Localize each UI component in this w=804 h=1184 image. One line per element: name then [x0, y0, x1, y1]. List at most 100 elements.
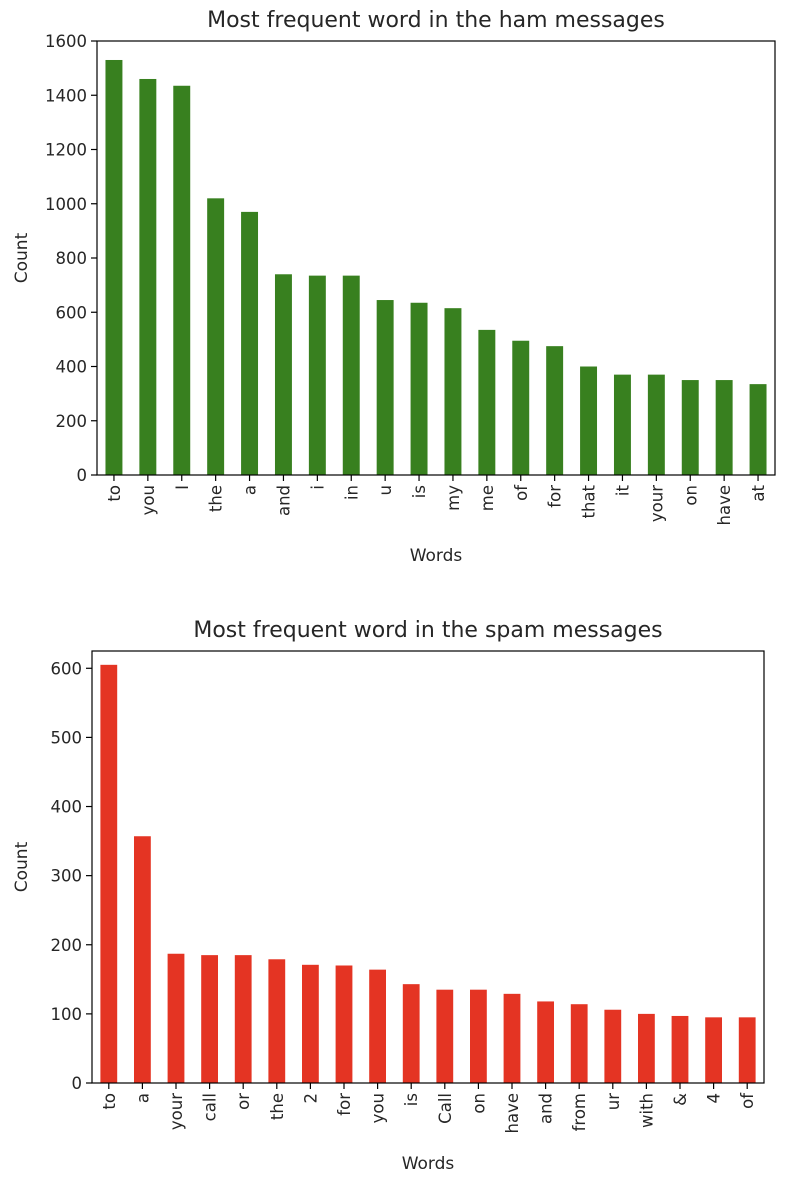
- bar-at: [749, 384, 767, 475]
- ham-chart-svg: Most frequent word in the ham messages 0 2…: [12, 8, 776, 566]
- x-tick-label: and: [274, 485, 293, 516]
- bar-for: [335, 965, 353, 1083]
- x-tick-label: you: [369, 1093, 388, 1123]
- bar-your: [167, 953, 185, 1083]
- x-tick-label: 4: [705, 1093, 724, 1104]
- x-tick-label: a: [133, 1093, 152, 1103]
- x-tick-label: my: [444, 485, 463, 511]
- x-tick-label: call: [201, 1093, 220, 1121]
- spam-chart-svg: Most frequent word in the spam messages 0…: [12, 618, 765, 1174]
- x-tick-label: to: [100, 1093, 119, 1110]
- x-tick-label: the: [268, 1093, 287, 1120]
- x-tick-label: to: [105, 485, 124, 502]
- plot-frame: [91, 650, 765, 1084]
- bar-and: [274, 274, 292, 475]
- x-tick-label: I: [173, 485, 192, 490]
- bar-Call: [436, 989, 454, 1083]
- x-tick-label: ur: [604, 1093, 623, 1110]
- bar-for: [546, 346, 564, 475]
- bar-I: [173, 85, 191, 475]
- y-tick-label: 800: [56, 249, 88, 268]
- y-tick-label: 1000: [45, 195, 87, 214]
- x-tick-label: your: [167, 1093, 186, 1130]
- y-axis-label: Count: [12, 841, 32, 892]
- bar-you: [369, 969, 386, 1083]
- bar-a: [134, 836, 151, 1083]
- bar-you: [139, 78, 157, 475]
- plot-frame: [96, 40, 776, 476]
- bar-the: [268, 959, 286, 1083]
- y-tick-label: 300: [51, 867, 83, 886]
- bar-call: [201, 955, 218, 1083]
- x-tick-label: the: [207, 485, 226, 512]
- x-tick-label: on: [681, 485, 700, 506]
- x-tick-label: Call: [436, 1093, 455, 1124]
- y-tick-label: 1200: [45, 141, 87, 160]
- bar-to: [105, 59, 123, 476]
- x-tick-label: 2: [301, 1093, 320, 1104]
- y-tick-label: 400: [56, 358, 88, 377]
- x-tick-label: u: [376, 485, 395, 495]
- x-tick-label: me: [478, 485, 497, 511]
- bar-on: [470, 989, 487, 1083]
- y-tick-label: 100: [51, 1005, 83, 1024]
- y-tick-label: 1400: [45, 86, 87, 105]
- bar-to: [100, 664, 118, 1083]
- x-tick-label: of: [738, 1092, 757, 1109]
- x-tick-label: at: [749, 484, 768, 501]
- bar-and: [537, 1001, 554, 1083]
- bar-your: [647, 374, 665, 475]
- bar-my: [444, 308, 462, 475]
- y-tick-label: 600: [51, 659, 83, 678]
- bar-&: [671, 1015, 689, 1083]
- x-tick-label: with: [637, 1093, 656, 1128]
- x-tick-label: of: [512, 484, 531, 501]
- bar-it: [613, 374, 631, 475]
- bar-of: [738, 1017, 756, 1083]
- x-axis-label: Words: [410, 546, 463, 566]
- chart-title: Most frequent word in the spam messages: [193, 618, 662, 643]
- bar-from: [570, 1004, 588, 1083]
- bar-2: [302, 964, 319, 1083]
- x-tick-label: your: [647, 485, 666, 522]
- bar-is: [410, 302, 428, 475]
- bar-or: [234, 955, 252, 1083]
- y-tick-label: 500: [51, 728, 83, 747]
- bar-the: [207, 198, 225, 475]
- x-tick-label: on: [469, 1093, 488, 1114]
- bar-have: [503, 993, 521, 1083]
- bar-with: [638, 1013, 655, 1083]
- y-tick-label: 600: [56, 303, 88, 322]
- x-tick-label: &: [671, 1093, 690, 1106]
- y-axis-label: Count: [12, 232, 32, 283]
- x-tick-label: is: [402, 1093, 421, 1106]
- x-tick-label: or: [234, 1093, 253, 1110]
- chart-title: Most frequent word in the ham messages: [207, 8, 665, 33]
- y-tick-label: 200: [51, 936, 83, 955]
- x-tick-label: it: [613, 484, 632, 496]
- bar-u: [376, 300, 394, 475]
- x-tick-label: a: [241, 485, 260, 495]
- y-tick-label: 200: [56, 412, 88, 431]
- x-tick-label: for: [546, 485, 565, 508]
- bar-a: [241, 211, 259, 475]
- bar-i: [308, 275, 326, 475]
- y-tick-label: 0: [77, 466, 88, 485]
- x-tick-label: i: [308, 485, 327, 490]
- bar-4: [705, 1017, 722, 1083]
- ham-chart: Most frequent word in the ham messages 0 2…: [0, 0, 804, 590]
- x-tick-label: you: [139, 485, 158, 515]
- x-tick-label: that: [580, 484, 599, 518]
- bar-have: [715, 380, 733, 475]
- x-tick-label: from: [570, 1093, 589, 1131]
- bar-that: [580, 366, 598, 475]
- y-tick-label: 400: [51, 798, 83, 817]
- bar-on: [681, 380, 699, 475]
- y-tick-label: 1600: [45, 32, 87, 51]
- x-axis-label: Words: [402, 1154, 455, 1174]
- bar-is: [402, 984, 420, 1083]
- bar-me: [478, 329, 496, 475]
- x-tick-label: is: [410, 485, 429, 498]
- x-tick-label: and: [537, 1093, 556, 1124]
- x-tick-label: for: [335, 1093, 354, 1116]
